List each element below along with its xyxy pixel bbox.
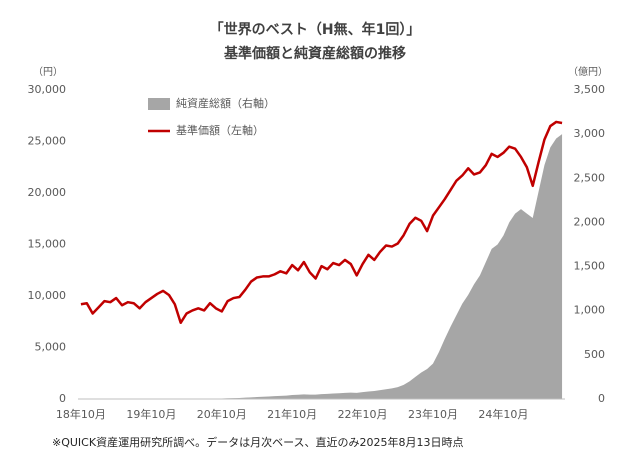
y-tick-label: 25,000	[28, 135, 67, 148]
legend-swatch	[148, 98, 170, 110]
x-tick-label: 19年10月	[126, 407, 176, 421]
y2-tick-label: 2,500	[574, 171, 606, 184]
x-tick-label: 21年10月	[267, 407, 317, 421]
y2-tick-label: 3,500	[574, 83, 606, 96]
y-tick-label: 30,000	[28, 83, 67, 96]
x-tick-label: 24年10月	[478, 407, 528, 421]
y-tick-label: 0	[59, 392, 66, 405]
x-tick-label: 18年10月	[56, 407, 106, 421]
y2-tick-label: 1,000	[574, 304, 606, 317]
line	[80, 120, 563, 325]
area	[80, 134, 563, 399]
y-tick-label: 5,000	[35, 341, 67, 354]
chart-title: 「世界のベスト（H無、年1回）」	[210, 21, 421, 38]
y2-tick-label: 1,500	[574, 260, 606, 273]
y-tick-label: 10,000	[28, 289, 67, 302]
legend-label: 純資産総額（右軸）	[176, 96, 275, 110]
footnote: ※QUICK資産運用研究所調べ。データは月次ベース、直近のみ2025年8月13日…	[52, 435, 464, 449]
legend-label: 基準価額（左軸）	[176, 123, 264, 137]
chart-subtitle: 基準価額と純資産総額の推移	[224, 45, 406, 62]
y2-tick-label: 3,000	[574, 127, 606, 140]
y2-tick-label: 2,000	[574, 215, 606, 228]
y-axis-label: （円）	[33, 66, 63, 78]
y-tick-label: 20,000	[28, 186, 67, 199]
y2-tick-label: 0	[598, 392, 605, 405]
x-tick-label: 22年10月	[338, 407, 388, 421]
y2-tick-label: 500	[584, 348, 605, 361]
x-tick-label: 23年10月	[408, 407, 458, 421]
x-tick-label: 20年10月	[197, 407, 247, 421]
y2-axis-label: （億円）	[568, 65, 608, 78]
y-tick-label: 15,000	[28, 238, 67, 251]
